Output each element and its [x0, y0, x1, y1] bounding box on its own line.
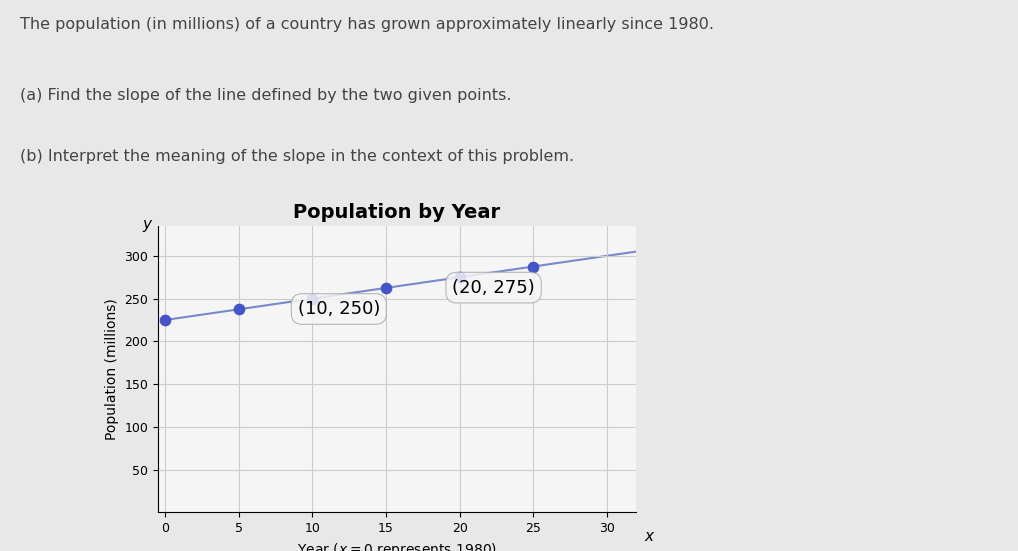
Text: (20, 275): (20, 275) [452, 279, 535, 296]
Text: (a) Find the slope of the line defined by the two given points.: (a) Find the slope of the line defined b… [20, 88, 512, 103]
Text: $y$: $y$ [142, 218, 154, 235]
Point [157, 316, 173, 325]
Text: (10, 250): (10, 250) [297, 300, 380, 318]
Point [231, 305, 247, 314]
X-axis label: Year ($x = 0$ represents 1980): Year ($x = 0$ represents 1980) [297, 541, 497, 551]
Point [525, 262, 542, 271]
Text: (b) Interpret the meaning of the slope in the context of this problem.: (b) Interpret the meaning of the slope i… [20, 149, 574, 164]
Point [304, 294, 321, 303]
Text: The population (in millions) of a country has grown approximately linearly since: The population (in millions) of a countr… [20, 17, 715, 31]
Title: Population by Year: Population by Year [293, 203, 501, 222]
Point [451, 273, 467, 282]
Point [378, 284, 394, 293]
Y-axis label: Population (millions): Population (millions) [105, 298, 119, 440]
Text: $x$: $x$ [643, 529, 656, 544]
